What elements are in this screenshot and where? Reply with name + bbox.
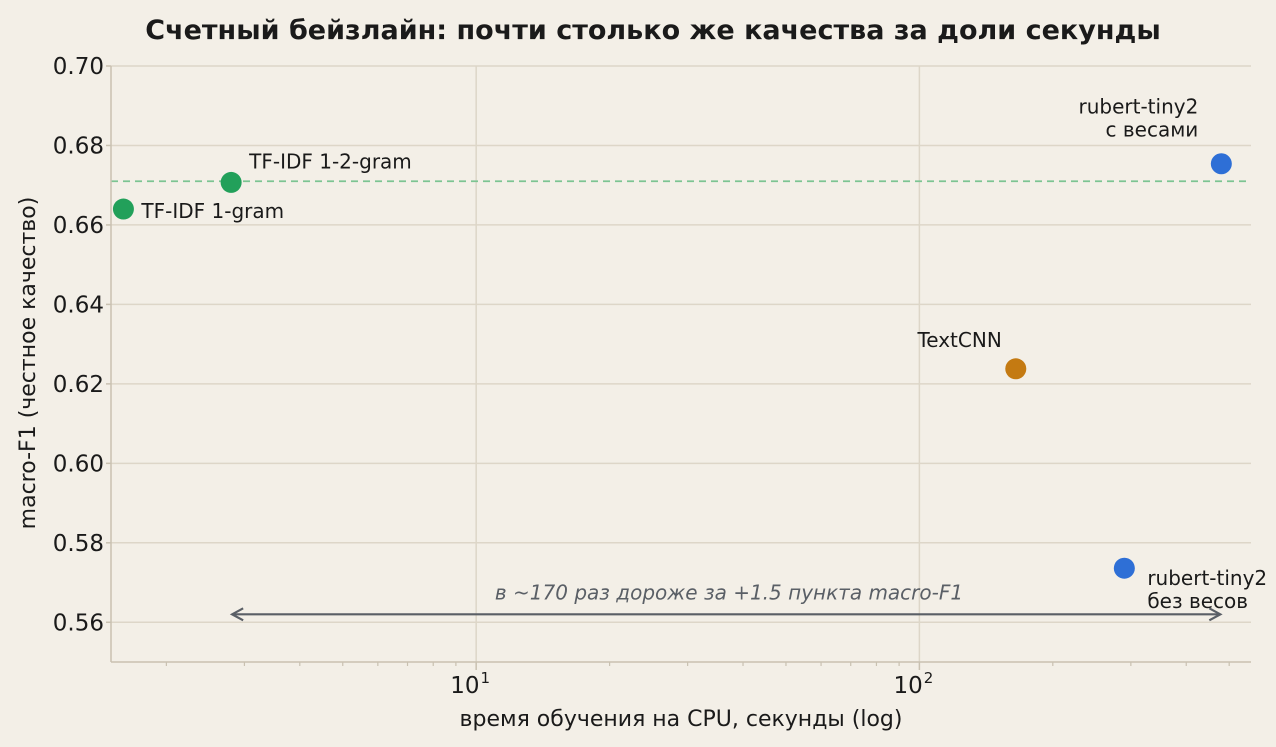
y-tick-label: 0.62 (53, 372, 104, 398)
grid-lines (111, 65, 1251, 662)
y-tick-label: 0.60 (53, 451, 104, 477)
data-point (1005, 358, 1027, 380)
annotation-arrow-head-left (229, 607, 244, 622)
annotation: в ~170 раз дороже за +1.5 пункта macro-F… (229, 580, 1223, 622)
data-point (112, 198, 134, 220)
data-point (1210, 153, 1232, 175)
data-points: TF-IDF 1-gram TF-IDF 1-2-gram TextCNN ruber… (112, 95, 1267, 613)
annotation-text: в ~170 раз дороже за +1.5 пункта macro-F… (495, 580, 963, 604)
point-label: без весов (1147, 589, 1248, 613)
annotation-arrow-head-right (1208, 607, 1223, 622)
point-label: rubert-tiny2 (1078, 95, 1198, 119)
point-label: TF-IDF 1-gram (140, 199, 284, 223)
x-tick-label: 101 (450, 669, 490, 699)
axes (106, 65, 1251, 670)
y-tick-label: 0.58 (53, 531, 104, 557)
y-tick-label: 0.56 (53, 610, 104, 636)
point-label: TF-IDF 1-2-gram (248, 149, 412, 173)
data-point (1113, 557, 1135, 579)
chart-title: Счетный бейзлайн: почти столько же качес… (145, 15, 1160, 46)
y-tick-label: 0.70 (53, 54, 104, 80)
x-tick-label: 102 (893, 669, 933, 699)
y-tick-label: 0.64 (53, 292, 104, 318)
point-label: TextCNN (916, 328, 1001, 352)
y-tick-label: 0.68 (53, 133, 104, 159)
x-tick-labels: 101 102 (450, 669, 933, 699)
data-point (220, 171, 242, 193)
y-axis-label: macro-F1 (честное качество) (16, 197, 41, 530)
point-label: с весами (1106, 118, 1199, 142)
point-label: rubert-tiny2 (1147, 566, 1267, 590)
y-tick-label: 0.66 (53, 213, 104, 239)
y-tick-labels: 0.56 0.58 0.60 0.62 0.64 0.66 0.68 0.70 (53, 54, 104, 636)
x-axis-label: время обучения на CPU, секунды (log) (460, 707, 903, 732)
